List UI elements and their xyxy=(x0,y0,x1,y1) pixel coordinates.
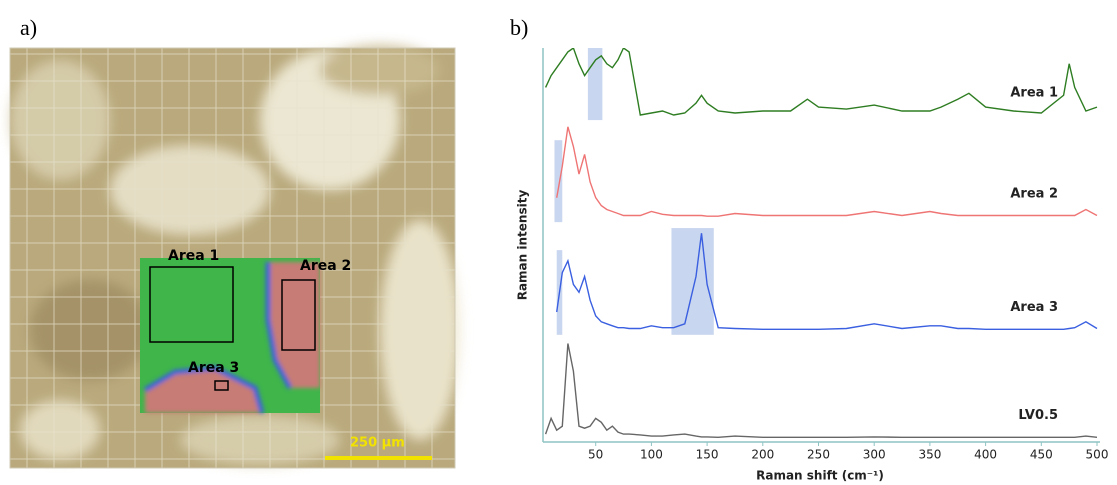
spectrum-line xyxy=(544,343,1098,439)
x-tick-label: 50 xyxy=(588,448,603,462)
spectrum-line xyxy=(556,233,1098,330)
y-axis-title: Raman intensity xyxy=(516,190,530,301)
series-label: Area 3 xyxy=(1010,300,1058,315)
area-label: Area 2 xyxy=(300,258,351,274)
area-label: Area 1 xyxy=(168,248,219,264)
series-label: Area 2 xyxy=(1010,187,1058,202)
x-tick-label: 400 xyxy=(974,448,997,462)
series-label: Area 1 xyxy=(1010,85,1058,100)
x-tick-label: 450 xyxy=(1030,448,1053,462)
x-tick-label: 300 xyxy=(863,448,886,462)
plot: 50 100 150 200 250 300 350 400 450 500 Raman shift… xyxy=(516,48,1109,483)
highlight-band xyxy=(587,48,603,121)
spectrum-line xyxy=(556,126,1098,217)
spectrum-line xyxy=(544,48,1098,116)
scale-bar-label: 250 µm xyxy=(350,436,405,451)
series-label: LV0.5 xyxy=(1018,408,1058,423)
x-tick-label: 200 xyxy=(751,448,774,462)
x-tick-label: 150 xyxy=(696,448,719,462)
x-tick-label: 500 xyxy=(1086,448,1109,462)
panel-label: b) xyxy=(510,15,528,40)
x-tick-label: 350 xyxy=(918,448,941,462)
x-tick-label: 250 xyxy=(807,448,830,462)
x-axis-title: Raman shift (cm⁻¹) xyxy=(756,469,884,483)
panel-label: a) xyxy=(20,15,37,40)
x-tick-label: 100 xyxy=(640,448,663,462)
micrograph xyxy=(9,45,460,469)
area-label: Area 3 xyxy=(188,360,239,376)
highlight-band xyxy=(554,140,563,223)
